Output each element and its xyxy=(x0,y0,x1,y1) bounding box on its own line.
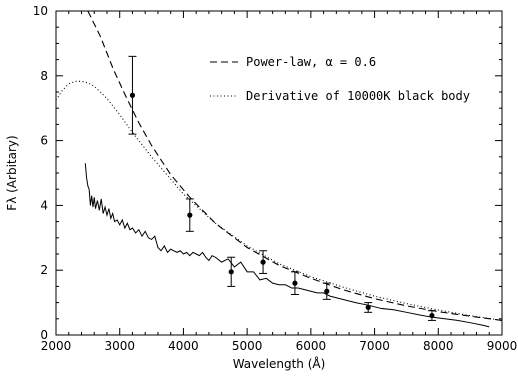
axes-layer: 2000 3000 4000 5000 6000 7000 8000 9000 0 2 4 6 8 10 xyxy=(33,4,518,353)
data-point xyxy=(324,288,330,294)
x-tick-label: 2000 xyxy=(41,339,72,353)
y-tick-label: 4 xyxy=(40,198,48,212)
data-point xyxy=(228,269,234,275)
y-tick-label: 10 xyxy=(33,4,48,18)
x-axis-label: Wavelength (Å) xyxy=(233,356,326,371)
data-point xyxy=(429,312,435,319)
x-tick-label: 4000 xyxy=(168,339,199,353)
x-tick-label: 9000 xyxy=(487,339,518,353)
data-point xyxy=(292,280,298,286)
y-tick-label: 6 xyxy=(40,134,48,148)
y-tick-label: 0 xyxy=(40,328,48,342)
x-tick-label: 7000 xyxy=(359,339,390,353)
x-tick-label: 3000 xyxy=(104,339,135,353)
series-line-dashed xyxy=(87,11,502,321)
y-axis-label: Fλ (Arbitary) xyxy=(5,135,19,210)
series-layer xyxy=(56,11,502,328)
data-point xyxy=(365,304,371,311)
x-tick-label: 6000 xyxy=(296,339,327,353)
y-tick-label: 2 xyxy=(40,263,48,277)
data-point xyxy=(129,92,136,98)
legend-label: Derivative of 10000K black body xyxy=(246,89,470,103)
legend-label: Power-law, α = 0.6 xyxy=(246,55,376,69)
data-point xyxy=(187,212,193,218)
legend: Power-law, α = 0.6 Derivative of 10000K b… xyxy=(210,55,470,103)
series-line-solid xyxy=(84,163,490,328)
x-tick-label: 8000 xyxy=(423,339,454,353)
data-point xyxy=(260,259,266,265)
x-tick-label: 5000 xyxy=(232,339,263,353)
y-tick-label: 8 xyxy=(40,69,48,83)
series-line-dotted xyxy=(56,80,502,321)
